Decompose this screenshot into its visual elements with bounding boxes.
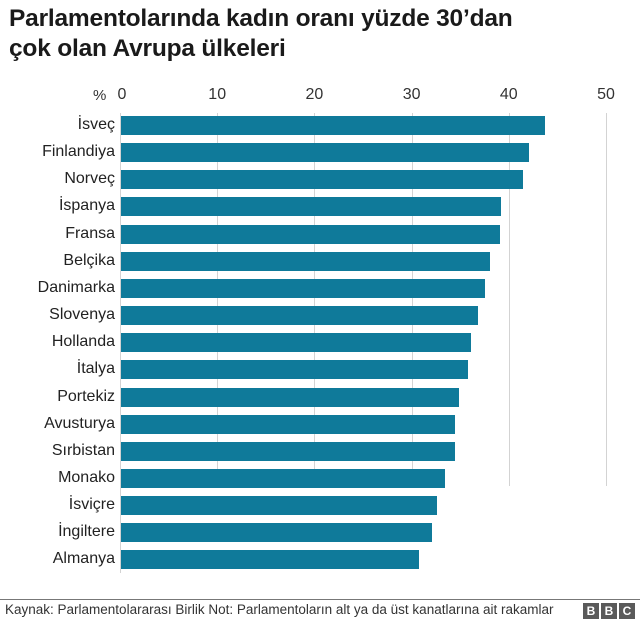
bar: [121, 225, 500, 244]
x-axis-tick-label: 40: [499, 86, 518, 103]
bbc-logo-letter: C: [619, 603, 635, 619]
bar: [121, 550, 419, 569]
x-axis-tick-label: 30: [402, 86, 421, 103]
category-label: Portekiz: [57, 388, 115, 405]
bbc-logo-letter: B: [601, 603, 617, 619]
bar: [121, 496, 437, 515]
bar: [121, 469, 445, 488]
category-label: Fransa: [65, 225, 115, 242]
category-label: İsviçre: [68, 496, 115, 513]
bar: [121, 333, 471, 352]
gridline: [412, 113, 413, 486]
category-label: Slovenya: [49, 306, 115, 323]
chart-title: Parlamentolarında kadın oranı yüzde 30’d…: [9, 4, 634, 64]
bar: [121, 306, 478, 325]
bar: [121, 388, 459, 407]
gridline: [606, 113, 607, 486]
y-axis-line: [120, 113, 121, 573]
bbc-logo-letter: B: [583, 603, 599, 619]
gridline: [509, 113, 510, 486]
x-axis-tick-label: 0: [117, 86, 127, 103]
gridline: [314, 113, 315, 486]
footer-divider: [0, 599, 640, 600]
x-axis-tick-label: 10: [208, 86, 227, 103]
x-axis-tick-label: 50: [597, 86, 615, 103]
category-label: Sırbistan: [51, 442, 115, 459]
category-label: İngiltere: [58, 523, 115, 540]
bar: [121, 170, 523, 189]
category-label: Monako: [58, 469, 115, 486]
chart-title-line-2: çok olan Avrupa ülkeleri: [9, 35, 286, 62]
gridline: [217, 113, 218, 486]
axis-unit-label: %: [93, 87, 107, 104]
bar: [121, 415, 455, 434]
bar: [121, 116, 545, 135]
category-label: İtalya: [76, 360, 115, 377]
category-label: İsveç: [77, 116, 115, 133]
category-label: İspanya: [58, 197, 115, 214]
chart-title-line-1: Parlamentolarında kadın oranı yüzde 30’d…: [9, 5, 513, 32]
category-label: Norveç: [64, 170, 115, 187]
bar: [121, 252, 490, 271]
bbc-logo: B B C: [583, 603, 635, 619]
bar-chart: % 0 10 20 30 40 50 İsveç Finlandiya Norveç İspan…: [37, 86, 615, 573]
category-label: Hollanda: [51, 333, 115, 350]
bar: [121, 360, 468, 379]
source-note: Kaynak: Parlamentolararası Birlik Not: P…: [5, 602, 554, 617]
category-label: Belçika: [63, 252, 115, 269]
category-label: Finlandiya: [42, 143, 115, 160]
category-label: Almanya: [52, 550, 115, 567]
bar: [121, 442, 455, 461]
bar: [121, 197, 501, 216]
category-label: Avusturya: [44, 415, 115, 432]
x-axis-tick-label: 20: [305, 86, 324, 103]
bar: [121, 279, 485, 298]
bar: [121, 523, 432, 542]
category-label: Danimarka: [37, 279, 115, 296]
bar: [121, 143, 529, 162]
